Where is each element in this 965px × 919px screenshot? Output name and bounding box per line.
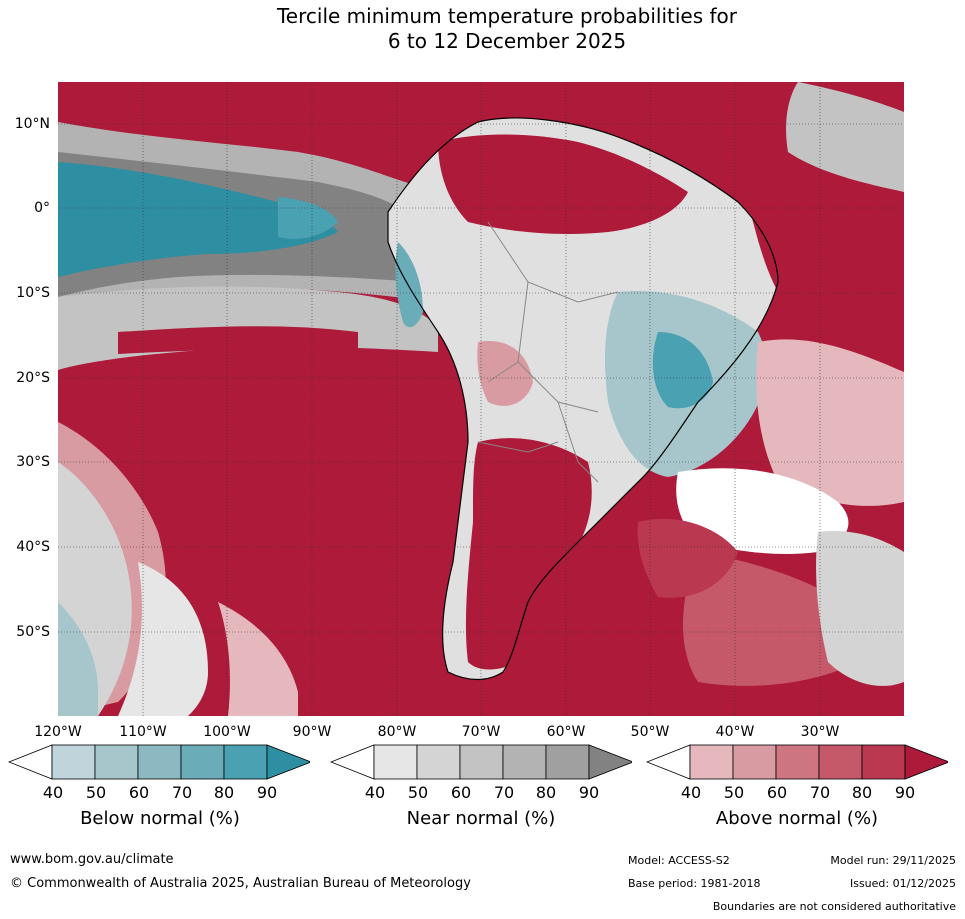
above-normal-zone	[756, 339, 904, 506]
above-normal-zone	[118, 326, 358, 354]
below-normal-zone	[278, 197, 338, 239]
title-line-1: Tercile minimum temperature probabilitie…	[276, 4, 738, 28]
lat-label: 20°S	[16, 370, 50, 386]
copyright-text: © Commonwealth of Australia 2025, Austra…	[10, 876, 471, 891]
colorbar-tick: 80	[213, 783, 235, 802]
colorbar-tick: 40	[42, 783, 64, 802]
colorbar-segment	[502, 744, 547, 780]
colorbar-tick: 80	[535, 783, 557, 802]
near-normal-zone	[816, 531, 904, 686]
colorbar-extend-low	[330, 744, 375, 780]
colorbar-segment	[373, 744, 418, 780]
near-normal-colorbar	[330, 744, 632, 780]
model-run-text: Model run: 29/11/2025	[830, 854, 956, 867]
colorbar-segment	[223, 744, 268, 780]
above-normal-zone	[438, 134, 688, 234]
colorbar-extend-high	[588, 744, 632, 780]
base-period-text: Base period: 1981-2018	[628, 877, 761, 890]
colorbar-segment	[545, 744, 590, 780]
colorbar-segment	[51, 744, 96, 780]
below-normal-title: Below normal (%)	[80, 808, 240, 829]
colorbar-tick: 90	[578, 783, 600, 802]
lon-label: 30°W	[800, 724, 840, 740]
lat-label: 10°N	[14, 116, 50, 132]
lon-label: 70°W	[461, 724, 501, 740]
colorbar-tick: 50	[407, 783, 429, 802]
white-zone	[676, 468, 849, 554]
lat-label: 50°S	[16, 624, 50, 640]
colorbar-segment	[137, 744, 182, 780]
above-normal-zone	[637, 518, 738, 598]
above-normal-title: Above normal (%)	[715, 808, 879, 829]
probability-map	[58, 82, 904, 716]
colorbar-segment	[818, 744, 863, 780]
near-normal-zone	[786, 82, 904, 192]
model-text: Model: ACCESS-S2	[628, 854, 730, 867]
below-normal-zone	[652, 332, 713, 409]
website-link[interactable]: www.bom.gov.au/climate	[10, 852, 174, 867]
above-normal-colorbar	[646, 744, 948, 780]
colorbar-extend-low	[646, 744, 691, 780]
lon-label: 120°W	[34, 724, 82, 740]
lon-label: 80°W	[377, 724, 417, 740]
lon-label: 90°W	[292, 724, 332, 740]
colorbar-tick: 90	[256, 783, 278, 802]
below-normal-zone	[58, 602, 98, 716]
colorbar-tick: 70	[171, 783, 193, 802]
colorbar-extend-low	[8, 744, 53, 780]
colorbar-segment	[94, 744, 139, 780]
below-normal-zone	[395, 242, 423, 328]
colorbar-segment	[416, 744, 461, 780]
colorbar-tick: 50	[85, 783, 107, 802]
colorbar-tick: 70	[493, 783, 515, 802]
colorbar-tick: 90	[894, 783, 916, 802]
colorbar-tick: 40	[680, 783, 702, 802]
below-normal-zone	[58, 162, 338, 277]
colorbar-tick: 60	[128, 783, 150, 802]
colorbar-tick: 70	[809, 783, 831, 802]
issued-text: Issued: 01/12/2025	[849, 877, 956, 890]
graticule	[58, 82, 904, 716]
colorbar-tick: 50	[723, 783, 745, 802]
near-normal-zone	[118, 562, 208, 716]
colorbar-segment	[775, 744, 820, 780]
boundaries-note: Boundaries are not considered authoritat…	[712, 900, 956, 913]
colorbar-segment	[861, 744, 906, 780]
colorbar-segment	[459, 744, 504, 780]
above-normal-zone	[218, 602, 298, 716]
colorbar-segment	[180, 744, 225, 780]
lon-label: 100°W	[203, 724, 251, 740]
map-svg	[58, 82, 904, 716]
colorbar-tick: 40	[364, 783, 386, 802]
colorbar-tick: 80	[851, 783, 873, 802]
lon-label: 40°W	[715, 724, 755, 740]
lon-label: 50°W	[630, 724, 670, 740]
below-normal-colorbar	[8, 744, 310, 780]
coastline	[387, 117, 779, 681]
colorbar-tick: 60	[450, 783, 472, 802]
colorbar-extend-high	[904, 744, 948, 780]
lat-label: 40°S	[16, 539, 50, 555]
colorbar-tick: 60	[766, 783, 788, 802]
above-normal-zone	[683, 552, 858, 686]
colorbar-segment	[732, 744, 777, 780]
colorbar-segment	[689, 744, 734, 780]
above-normal-zone	[465, 438, 592, 670]
lat-label: 10°S	[16, 285, 50, 301]
near-normal-title: Near normal (%)	[406, 808, 556, 829]
above-normal-zone	[748, 197, 904, 327]
colorbar-extend-high	[266, 744, 310, 780]
lon-label: 60°W	[546, 724, 586, 740]
lat-label: 0°	[34, 200, 50, 216]
map-title: Tercile minimum temperature probabilitie…	[0, 4, 965, 54]
lon-label: 110°W	[119, 724, 167, 740]
lat-label: 30°S	[16, 454, 50, 470]
title-line-2: 6 to 12 December 2025	[387, 29, 627, 53]
